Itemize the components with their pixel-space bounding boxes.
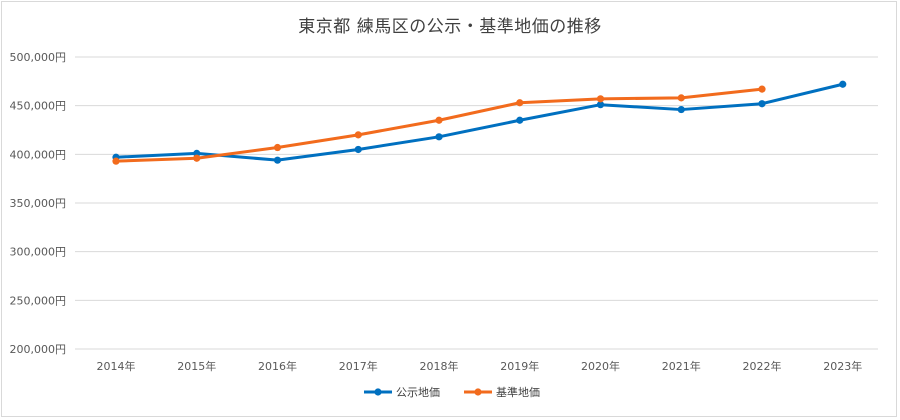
legend-label: 公示地価 (396, 386, 440, 399)
x-tick-label: 2020年 (581, 359, 620, 373)
data-point (112, 157, 120, 165)
x-tick-label: 2014年 (97, 359, 136, 373)
x-axis-ticks: 2014年 2015年 2016年 2017年 2018年 2019年 2020年 2021年… (97, 359, 863, 373)
legend: 公示地価 基準地価 (364, 385, 540, 399)
series-line-2 (114, 87, 764, 163)
data-point (758, 85, 766, 93)
gridlines (75, 56, 878, 350)
data-point (516, 116, 524, 124)
data-point (354, 145, 362, 154)
legend-marker (474, 388, 482, 396)
y-tick-label: 500,000円 (10, 51, 67, 64)
data-point (354, 131, 362, 139)
y-axis-ticks: 200,000円 250,000円 300,000円 350,000円 400,000円… (10, 51, 67, 356)
x-tick-label: 2019年 (500, 359, 539, 373)
y-tick-label: 400,000円 (10, 148, 67, 161)
data-point (596, 101, 605, 109)
data-point (273, 143, 282, 152)
data-point (193, 154, 201, 162)
data-point (435, 133, 443, 141)
legend-label: 基準地価 (496, 385, 540, 399)
data-point (273, 156, 282, 164)
x-tick-label: 2015年 (177, 359, 216, 373)
data-point (758, 100, 766, 108)
y-tick-label: 200,000円 (10, 343, 67, 356)
data-point (596, 95, 605, 103)
x-tick-label: 2017年 (339, 359, 378, 373)
y-tick-label: 300,000円 (10, 246, 67, 259)
legend-marker (374, 388, 382, 396)
y-tick-label: 250,000円 (10, 294, 67, 307)
x-tick-label: 2016年 (258, 359, 297, 373)
series-lines (112, 80, 847, 165)
x-tick-label: 2021年 (662, 359, 701, 373)
y-tick-label: 350,000円 (10, 197, 67, 210)
y-tick-label: 450,000円 (10, 100, 67, 113)
chart-title: 東京都 練馬区の公示・基準地価の推移 (298, 17, 602, 37)
data-point (677, 94, 685, 102)
data-point (839, 80, 847, 88)
data-point (516, 99, 524, 107)
x-tick-label: 2022年 (743, 359, 782, 373)
x-tick-label: 2018年 (420, 359, 459, 373)
data-point (677, 105, 685, 114)
series-line-1 (114, 82, 845, 162)
x-tick-label: 2023年 (823, 359, 862, 373)
data-point (435, 116, 443, 124)
